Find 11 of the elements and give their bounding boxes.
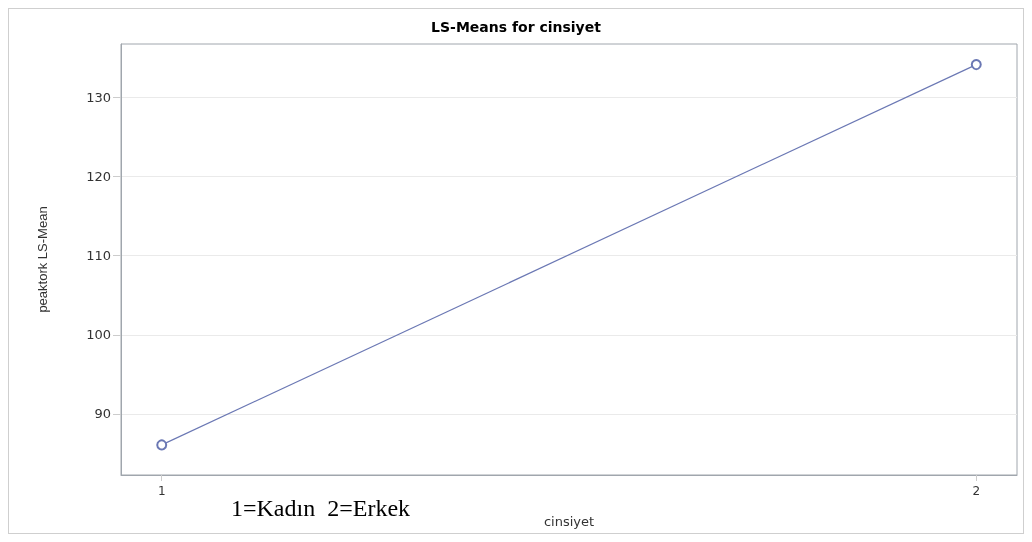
chart-title: LS-Means for cinsiyet <box>431 19 602 35</box>
y-tick-label: 90 <box>94 406 111 422</box>
text: 1=Kadın 2=Erkek <box>231 495 411 521</box>
y-axis-title: peaktork LS-Mean <box>35 206 50 313</box>
y-tick-label: 100 <box>86 327 111 343</box>
x-tick-label: 1 <box>157 484 166 498</box>
y-tick-label: 120 <box>86 168 111 184</box>
x-axis-title: cinsiyet <box>543 514 595 529</box>
x-tick-label: 2 <box>972 484 981 498</box>
y-tick-label: 110 <box>86 248 111 264</box>
y-tick-label: 130 <box>86 89 111 105</box>
